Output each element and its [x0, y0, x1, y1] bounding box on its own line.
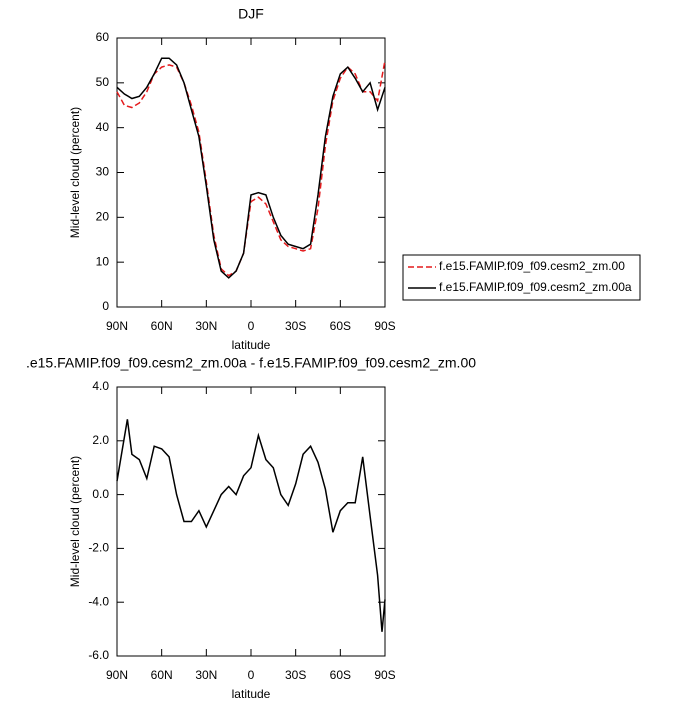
x-tick-label: 30N	[195, 319, 217, 333]
y-tick-label: -6.0	[88, 648, 109, 662]
x-tick-label: 90N	[106, 319, 128, 333]
x-tick-label: 30S	[285, 668, 306, 682]
y-tick-label: 10	[96, 254, 110, 268]
x-tick-label: 90S	[374, 319, 395, 333]
x-tick-label: 60S	[330, 319, 351, 333]
y-tick-label: 20	[96, 210, 110, 224]
chart-title: DJF	[238, 6, 264, 22]
x-tick-label: 0	[248, 668, 255, 682]
y-tick-label: -4.0	[88, 594, 109, 608]
x-tick-label: 60N	[151, 668, 173, 682]
y-tick-label: -2.0	[88, 541, 109, 555]
y-axis-label: Mid-level cloud (percent)	[68, 107, 82, 238]
x-tick-label: 90N	[106, 668, 128, 682]
legend-label: f.e15.FAMIP.f09_f09.cesm2_zm.00a	[439, 280, 632, 294]
y-tick-label: 40	[96, 120, 110, 134]
x-axis-label: latitude	[232, 338, 271, 352]
y-tick-label: 60	[96, 30, 110, 44]
x-tick-label: 30S	[285, 319, 306, 333]
y-axis-label: Mid-level cloud (percent)	[68, 456, 82, 587]
data-line	[116, 60, 386, 277]
plot-frame	[116, 37, 386, 308]
x-tick-label: 0	[248, 319, 255, 333]
plot-frame	[116, 386, 386, 657]
x-tick-label: 30N	[195, 668, 217, 682]
data-line	[116, 57, 386, 279]
y-tick-label: 0	[102, 299, 109, 313]
x-tick-label: 60N	[151, 319, 173, 333]
x-axis-label: latitude	[232, 687, 271, 701]
data-line	[116, 419, 386, 632]
y-tick-label: 4.0	[92, 379, 109, 393]
x-tick-label: 60S	[330, 668, 351, 682]
legend-label: f.e15.FAMIP.f09_f09.cesm2_zm.00	[439, 259, 625, 273]
y-tick-label: 2.0	[92, 433, 109, 447]
legend-box	[402, 254, 641, 301]
y-tick-label: 30	[96, 165, 110, 179]
y-tick-label: 0.0	[92, 487, 109, 501]
x-tick-label: 90S	[374, 668, 395, 682]
y-tick-label: 50	[96, 75, 110, 89]
chart-title: .e15.FAMIP.f09_f09.cesm2_zm.00a - f.e15.…	[26, 355, 476, 371]
